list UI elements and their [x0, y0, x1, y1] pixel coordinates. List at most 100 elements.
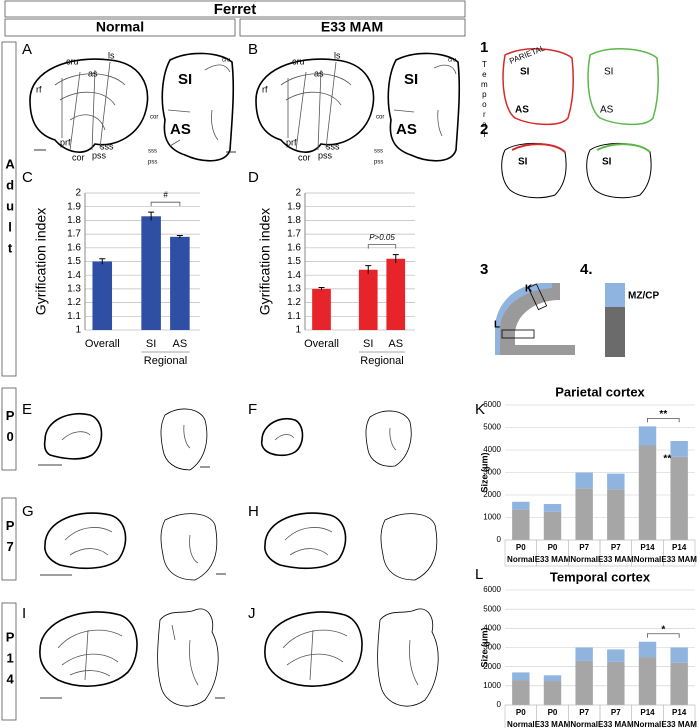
panel-letter: B	[248, 41, 258, 58]
brain-label: cru	[66, 56, 79, 66]
x-group-label: E33 MAM	[598, 720, 634, 728]
brain-label: as	[314, 68, 324, 78]
brain-label: ls	[108, 50, 115, 60]
brain-label: cor	[72, 152, 85, 162]
bar-segment	[512, 680, 530, 705]
error-bar	[176, 234, 183, 239]
brain-label: pss	[374, 160, 383, 166]
y-tick-label: 2000	[483, 662, 501, 671]
bar	[141, 216, 161, 330]
bar-segment	[607, 473, 625, 490]
x-tick-label: Overall	[304, 338, 339, 350]
bar-segment	[575, 660, 593, 705]
brain-label: prf	[286, 137, 297, 147]
brain-label: cor	[150, 115, 158, 121]
y-tick-label: 1.6	[67, 242, 81, 253]
x-tick-label: SI	[363, 338, 373, 350]
bar-segment	[512, 509, 530, 540]
row-box	[1, 497, 17, 581]
chart-title: Parietal cortex	[555, 384, 645, 399]
y-tick-label: 1.9	[67, 201, 81, 212]
x-group-label: E33 MAM	[661, 555, 697, 564]
bar-segment	[638, 657, 657, 705]
x-tick-label: P14	[672, 708, 687, 717]
significance-bracket	[367, 244, 397, 249]
bar-segment	[543, 681, 562, 705]
bar-segment	[607, 489, 625, 540]
y-tick-label: 6000	[483, 585, 501, 594]
x-tick-label: P14	[672, 543, 687, 552]
header-box	[4, 0, 466, 18]
x-group-label: Normal	[570, 555, 598, 564]
y-tick-label: 1.2	[287, 297, 301, 308]
bar-segment	[512, 501, 530, 510]
panel-letter: I	[22, 605, 26, 622]
column-box	[239, 18, 466, 37]
y-tick-label: 0	[497, 700, 502, 709]
y-tick-label: 2	[75, 188, 81, 199]
brain-label: cor	[298, 152, 311, 162]
x-tick-label: P0	[548, 708, 558, 717]
y-tick-label: 1.4	[67, 270, 81, 281]
y-tick-label: 1.5	[287, 256, 301, 267]
x-group-label: Normal	[570, 720, 598, 728]
y-tick-label: 1.5	[67, 256, 81, 267]
brain-label: ls	[334, 50, 341, 60]
panel-letter: A	[22, 41, 32, 58]
x-group-label: E33 MAM	[598, 555, 634, 564]
bar	[92, 261, 113, 330]
column-box	[4, 18, 236, 37]
y-tick-label: 1.3	[67, 284, 81, 295]
region-marker: L	[494, 320, 500, 331]
brain-drawing	[38, 408, 439, 707]
y-tick-label: 1.4	[287, 270, 301, 281]
panel-letter: D	[248, 169, 259, 186]
x-tick-label: P0	[516, 543, 526, 552]
y-tick-label: 1000	[483, 681, 501, 690]
row-label: Adult	[3, 157, 18, 262]
area-label: SI	[604, 67, 613, 78]
y-tick-label: 1	[75, 325, 81, 336]
error-bar	[392, 254, 399, 263]
x-tick-label: AS	[173, 338, 188, 350]
panel-letter: J	[248, 605, 256, 622]
row-box	[1, 387, 17, 471]
column-title: E33 MAM	[321, 19, 383, 35]
area-label: SI	[518, 157, 528, 168]
x-group-label: Normal	[634, 720, 662, 728]
brain-label: cru	[448, 58, 456, 64]
y-axis-title: Gyrification index	[257, 208, 273, 315]
bar-segment	[575, 647, 593, 661]
row-label: P14	[3, 630, 18, 693]
y-tick-label: 1	[295, 325, 301, 336]
brain-label: pss	[92, 150, 107, 160]
x-tick-label: P7	[611, 543, 621, 552]
bar-segment	[638, 641, 657, 658]
y-tick-label: 1.3	[287, 284, 301, 295]
panel-letter: E	[22, 401, 32, 418]
significance-bracket	[150, 201, 181, 207]
bar-segment	[607, 661, 625, 705]
x-group-label: E33 MAM	[535, 555, 571, 564]
brain-label: sss	[100, 141, 114, 151]
x-tick-label: Overall	[85, 338, 120, 350]
area-label: AS	[600, 105, 614, 116]
brain-label: pss	[148, 160, 157, 166]
panel-letter: F	[248, 401, 257, 418]
row-box	[1, 602, 17, 721]
bar-segment	[670, 662, 688, 705]
brain-label: as	[88, 68, 98, 78]
annotation: #	[163, 190, 168, 199]
significance-bracket	[647, 633, 680, 638]
bar-segment	[543, 511, 562, 540]
y-tick-label: 1000	[483, 513, 501, 522]
y-tick-label: 5000	[483, 604, 501, 613]
bar-segment	[638, 426, 657, 446]
row-label: P7	[3, 518, 18, 560]
x-tick-label: P14	[640, 543, 655, 552]
y-tick-label: 4000	[483, 623, 501, 632]
figure-title: Ferret	[214, 1, 257, 18]
bar-segment	[575, 488, 593, 540]
panel-letter: C	[22, 169, 33, 186]
y-tick-label: 1.2	[67, 297, 81, 308]
